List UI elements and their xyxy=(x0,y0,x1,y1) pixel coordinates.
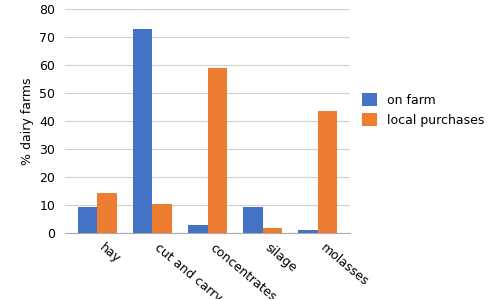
Bar xyxy=(262,228,282,233)
Bar xyxy=(318,111,337,233)
Bar xyxy=(298,231,318,233)
Bar xyxy=(78,207,97,233)
Bar xyxy=(208,68,227,233)
Bar xyxy=(244,207,262,233)
Bar xyxy=(97,193,116,233)
Y-axis label: % dairy farms: % dairy farms xyxy=(20,77,34,165)
Bar xyxy=(152,204,172,233)
Bar xyxy=(188,225,208,233)
Bar xyxy=(133,29,152,233)
Legend: on farm, local purchases: on farm, local purchases xyxy=(362,93,484,127)
